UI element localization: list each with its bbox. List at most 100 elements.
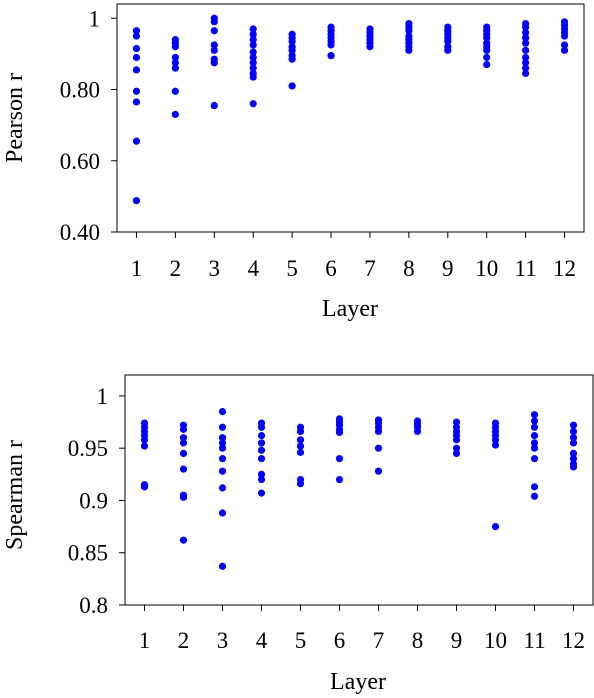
pearson-point — [210, 46, 218, 54]
spearman-x-axis-label: Layer — [330, 669, 386, 695]
pearson-point — [522, 23, 530, 31]
pearson-x-tick-label: 3 — [209, 256, 221, 281]
spearman-point — [335, 428, 344, 437]
spearman-point — [140, 442, 149, 450]
spearman-y-tick-label: 0.95 — [68, 436, 108, 461]
pearson-point — [405, 46, 413, 54]
spearman-point — [374, 444, 383, 452]
spearman-point — [530, 439, 539, 447]
spearman-point — [257, 489, 266, 497]
spearman-point — [413, 427, 422, 436]
spearman-x-tick-label: 3 — [217, 628, 229, 653]
spearman-point — [296, 448, 305, 456]
pearson-point — [444, 46, 452, 54]
pearson-point — [444, 37, 452, 46]
pearson-point — [249, 36, 257, 44]
spearman-point — [530, 417, 539, 425]
spearman-y-tick-label: 0.9 — [79, 488, 108, 513]
pearson-point — [210, 18, 218, 26]
pearson-point — [171, 59, 179, 67]
pearson-y-ticks: 0.40 0.60 0.80 1 — [60, 6, 117, 245]
spearman-point — [257, 470, 266, 478]
spearman-point — [257, 432, 266, 440]
pearson-point — [483, 46, 491, 54]
spearman-x-tick-label: 12 — [562, 628, 585, 653]
pearson-point — [522, 64, 530, 72]
spearman-point — [569, 463, 578, 471]
spearman-point — [569, 421, 578, 429]
spearman-point — [530, 483, 539, 491]
spearman-point — [296, 427, 305, 436]
pearson-point — [210, 41, 218, 49]
pearson-point — [171, 87, 179, 95]
spearman-point — [530, 455, 539, 463]
pearson-point — [171, 64, 179, 72]
pearson-point — [249, 64, 257, 72]
spearman-point — [569, 449, 578, 458]
pearson-point — [132, 137, 141, 145]
spearman-point — [452, 436, 461, 444]
spearman-point — [257, 423, 266, 431]
spearman-x-tick-label: 11 — [523, 628, 545, 653]
pearson-point — [132, 98, 141, 106]
pearson-panel: 1 2 3 4 5 6 7 8 9 10 11 12 0.400.600.801 Layer Pear… — [2, 3, 585, 322]
pearson-y-tick-label: 0.40 — [60, 220, 100, 245]
spearman-plot-frame — [124, 374, 594, 606]
spearman-x-tick-label: 6 — [334, 628, 346, 653]
pearson-point — [249, 100, 257, 108]
pearson-x-tick-label: 8 — [403, 256, 415, 281]
spearman-point — [218, 407, 227, 416]
pearson-point — [249, 41, 257, 49]
spearman-points — [140, 407, 578, 570]
pearson-x-tick-label: 4 — [247, 256, 259, 281]
spearman-point — [491, 436, 500, 444]
pearson-point — [366, 43, 374, 51]
spearman-x-tick-label: 9 — [451, 628, 463, 653]
pearson-point — [483, 60, 491, 69]
spearman-y-axis-label: Spearman r — [2, 440, 28, 550]
spearman-x-tick-label: 1 — [139, 628, 151, 653]
pearson-point — [132, 53, 141, 62]
pearson-point — [288, 46, 296, 54]
spearman-point — [179, 439, 188, 447]
pearson-point — [132, 32, 141, 40]
pearson-point — [132, 197, 141, 205]
spearman-point — [218, 484, 227, 492]
pearson-point — [522, 28, 530, 37]
spearman-point — [452, 449, 461, 458]
pearson-point — [522, 39, 530, 47]
spearman-point — [140, 436, 149, 444]
spearman-point — [257, 455, 266, 463]
pearson-x-tick-label: 1 — [131, 256, 143, 281]
spearman-point — [257, 475, 266, 484]
spearman-x-tick-label: 4 — [256, 628, 268, 653]
pearson-point — [210, 101, 218, 110]
pearson-x-tick-label: 12 — [553, 256, 576, 281]
pearson-point — [327, 41, 335, 49]
pearson-x-tick-label: 5 — [286, 256, 298, 281]
spearman-x-tick-label: 5 — [295, 628, 307, 653]
pearson-y-tick-label: 0.60 — [60, 149, 100, 174]
spearman-point — [569, 427, 578, 436]
pearson-x-tick-label: 11 — [515, 256, 537, 281]
spearman-point — [569, 434, 578, 442]
pearson-x-axis-label: Layer — [322, 296, 378, 322]
spearman-point — [218, 562, 227, 570]
pearson-point — [132, 66, 141, 74]
pearson-point — [327, 52, 335, 60]
spearman-point — [452, 418, 461, 426]
spearman-point — [569, 455, 578, 463]
spearman-y-tick-label: 0.8 — [79, 593, 108, 618]
spearman-point — [257, 439, 266, 447]
spearman-point — [140, 483, 149, 491]
pearson-point — [249, 59, 257, 67]
pearson-x-tick-label: 9 — [442, 256, 454, 281]
spearman-point — [530, 411, 539, 419]
pearson-point — [132, 44, 141, 53]
spearman-point — [179, 425, 188, 433]
spearman-y-ticks: 0.8 0.85 0.9 0.95 1 — [68, 384, 125, 618]
spearman-point — [179, 449, 188, 458]
spearman-point — [257, 446, 266, 454]
spearman-point — [530, 444, 539, 452]
pearson-point — [522, 59, 530, 67]
